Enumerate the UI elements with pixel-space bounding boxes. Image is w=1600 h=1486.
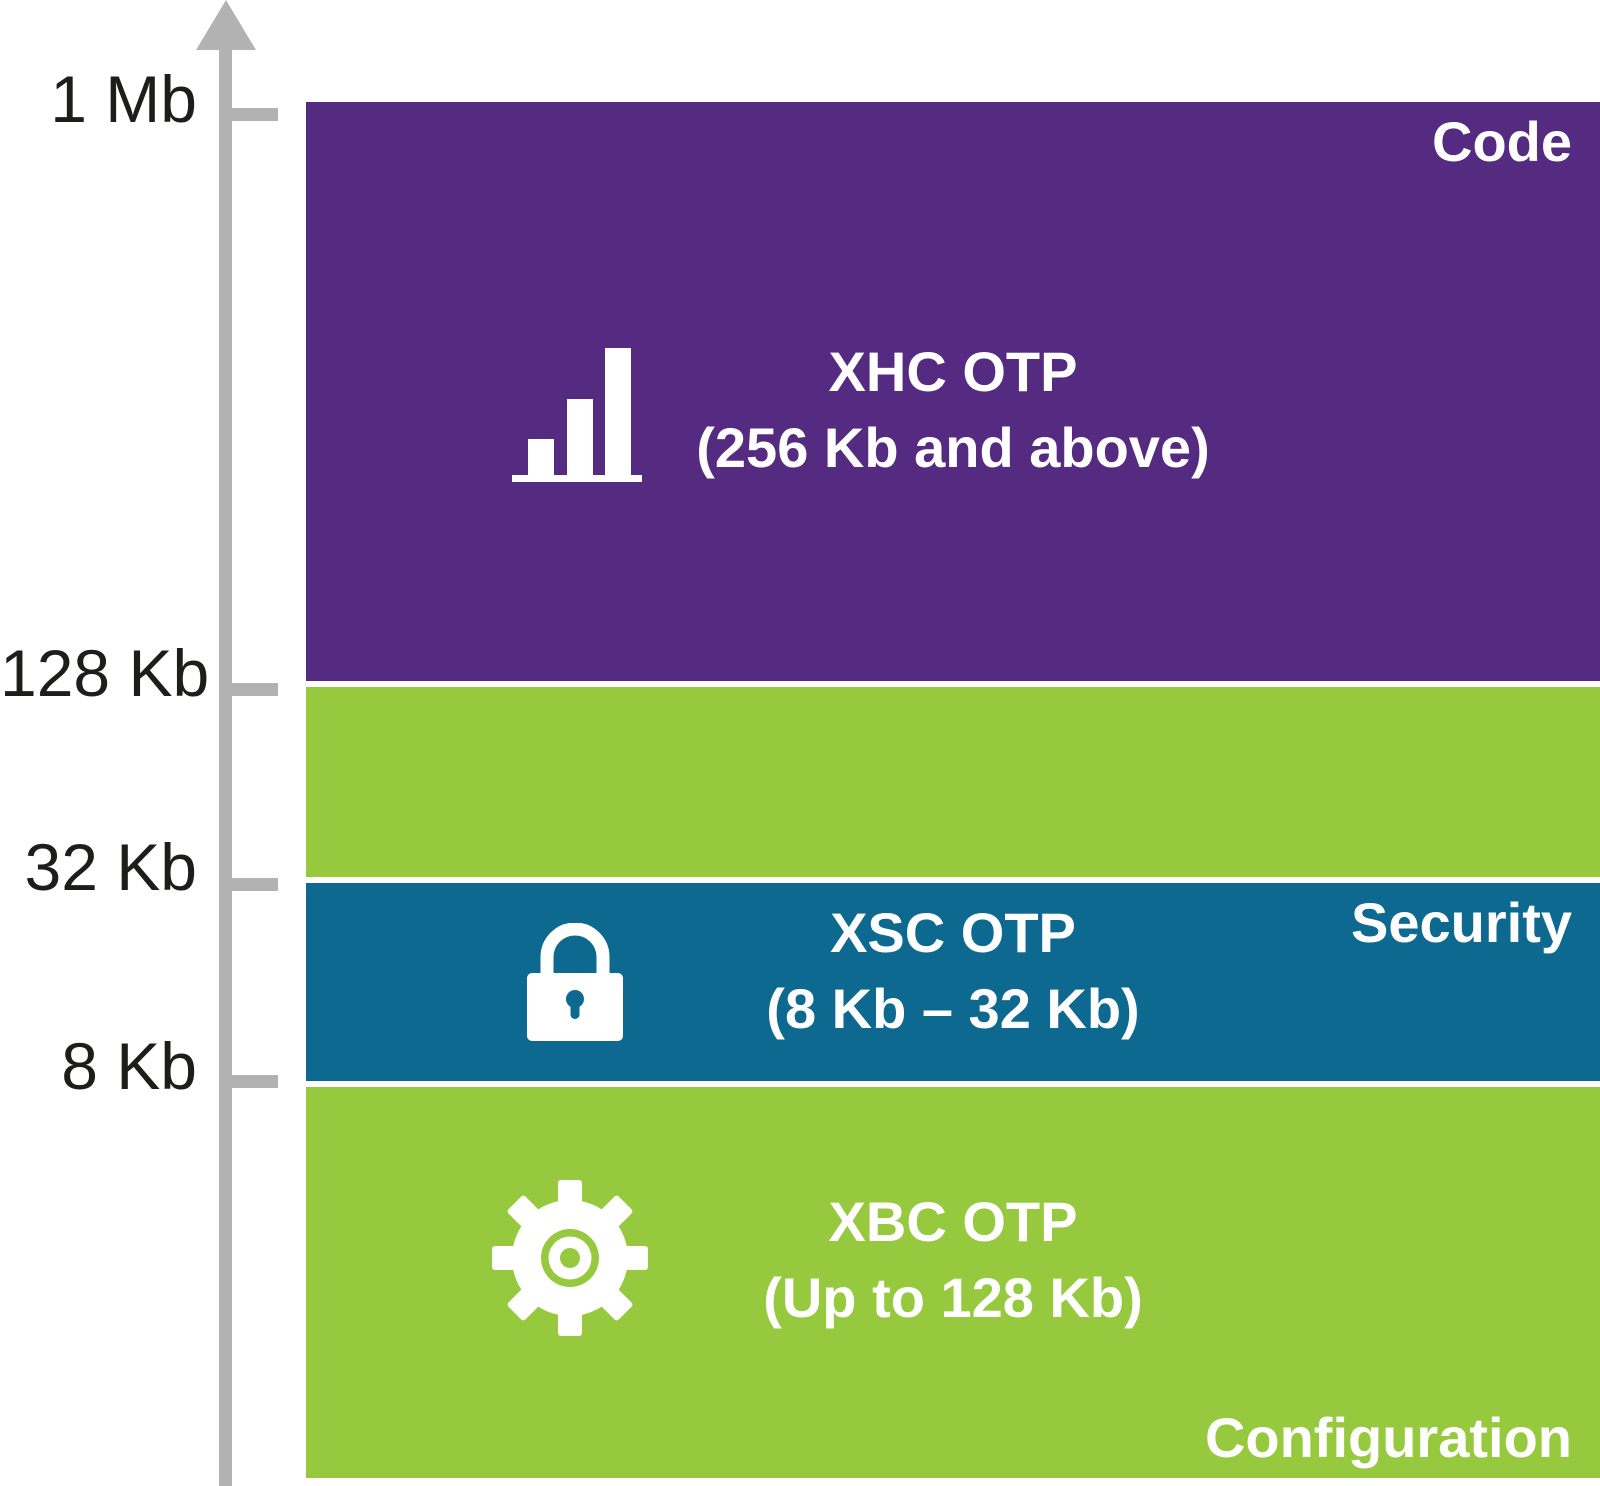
axis-label-8kb: 8 Kb bbox=[61, 1029, 197, 1103]
block-xbc-text: XBC OTP (Up to 128 Kb) bbox=[763, 1184, 1143, 1336]
block-xhc-otp-code: Code XHC OTP (256 Kb and above) bbox=[306, 102, 1600, 681]
block-xhc-subtitle: (256 Kb and above) bbox=[696, 416, 1210, 479]
axis-tick-32kb bbox=[220, 878, 278, 891]
block-xhc-title: XHC OTP bbox=[828, 340, 1078, 403]
category-label-configuration: Configuration bbox=[1204, 1406, 1572, 1469]
block-xsc-otp-security: Security XSC OTP (8 Kb – 32 Kb) bbox=[306, 883, 1600, 1081]
gear-icon bbox=[492, 1180, 648, 1336]
block-xbc-title: XBC OTP bbox=[828, 1190, 1078, 1253]
block-xsc-subtitle: (8 Kb – 32 Kb) bbox=[766, 977, 1140, 1040]
block-xbc-otp-configuration: XBC OTP (Up to 128 Kb) Configuration bbox=[306, 1087, 1600, 1478]
axis-label-32kb: 32 Kb bbox=[24, 830, 197, 904]
axis-line bbox=[219, 44, 232, 1486]
axis-tick-128kb bbox=[220, 683, 278, 696]
category-label-code: Code bbox=[1432, 110, 1572, 173]
axis-arrow-up-icon bbox=[196, 0, 256, 50]
block-xbc-subtitle: (Up to 128 Kb) bbox=[763, 1266, 1143, 1329]
axis-tick-1mb bbox=[220, 108, 278, 121]
block-range-filler bbox=[306, 687, 1600, 877]
block-xsc-title: XSC OTP bbox=[830, 901, 1076, 964]
block-xhc-text: XHC OTP (256 Kb and above) bbox=[696, 334, 1209, 486]
category-label-security: Security bbox=[1351, 891, 1572, 954]
axis-tick-8kb bbox=[220, 1075, 278, 1088]
axis-label-128kb: 128 Kb bbox=[0, 636, 210, 710]
bar-chart-icon bbox=[512, 348, 642, 482]
block-xsc-text: XSC OTP (8 Kb – 32 Kb) bbox=[766, 895, 1139, 1047]
axis-label-1mb: 1 Mb bbox=[50, 62, 197, 136]
lock-icon bbox=[527, 922, 623, 1041]
